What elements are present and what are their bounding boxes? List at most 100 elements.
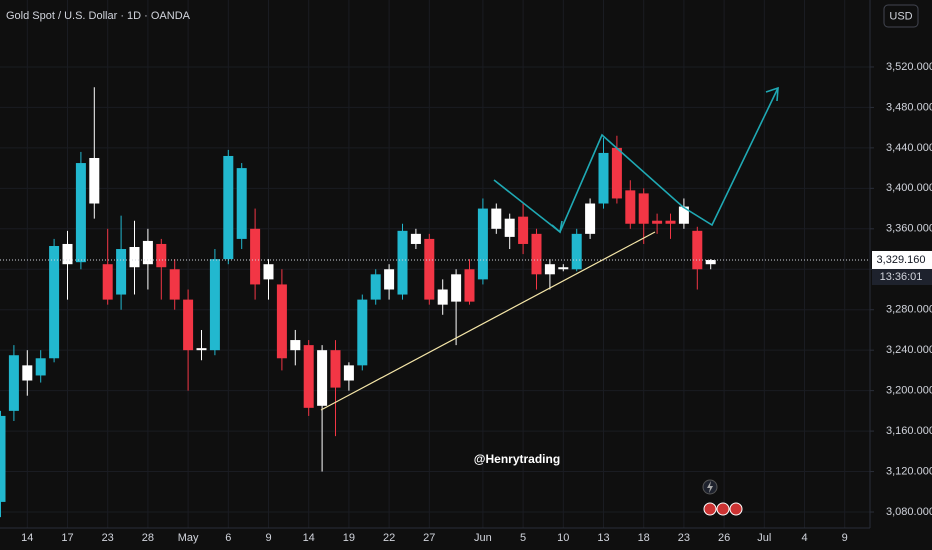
icon[interactable] (703, 502, 717, 516)
candle-body (544, 264, 555, 275)
y-tick-label: 3,120.000 (886, 465, 932, 477)
watermark: @Henrytrading (474, 452, 560, 466)
candle-body (343, 365, 354, 381)
candle-body (558, 267, 569, 270)
y-tick-label: 3,400.000 (886, 182, 932, 194)
x-tick-label: 13 (597, 532, 609, 544)
candle-body (598, 152, 609, 204)
arrow-head (765, 86, 779, 102)
candle-body (317, 350, 328, 406)
y-tick-label: 3,160.000 (886, 425, 932, 437)
candle-body (678, 206, 689, 224)
x-tick-label: 9 (842, 532, 848, 544)
x-tick-label: 28 (142, 532, 154, 544)
candle-body (330, 350, 341, 388)
x-tick-label: 10 (557, 532, 569, 544)
x-tick-label: 27 (423, 532, 435, 544)
last-price-box (872, 250, 932, 269)
candle-body (625, 190, 636, 224)
candle-body (116, 249, 127, 295)
candle-body (303, 345, 314, 408)
candle-body (62, 243, 73, 265)
candle-body (370, 274, 381, 300)
candle-body (223, 155, 234, 260)
candle-body (638, 193, 649, 224)
y-tick-label: 3,240.000 (886, 344, 932, 356)
x-tick-label: 4 (801, 532, 807, 544)
candle-body (35, 358, 46, 376)
candle-body (89, 157, 100, 204)
x-tick-label: 17 (61, 532, 73, 544)
candle-body (531, 233, 542, 275)
candle-body (705, 259, 716, 265)
candle-body (357, 299, 368, 366)
candle-body (8, 355, 19, 411)
candles (0, 87, 716, 518)
event-icons (702, 479, 743, 516)
x-tick-label: 22 (383, 532, 395, 544)
candle-body (156, 243, 167, 268)
candle-body (290, 340, 301, 351)
x-tick-label: 6 (225, 532, 231, 544)
icon[interactable] (729, 502, 743, 516)
candle-body (504, 218, 515, 237)
currency-button[interactable] (883, 4, 919, 28)
candle-body (129, 247, 140, 268)
chart-title: Gold Spot / U.S. Dollar · 1D · OANDA (6, 10, 191, 22)
candle-body (0, 415, 6, 502)
x-tick-label: May (178, 532, 199, 544)
candle-body (477, 208, 488, 280)
candle-body (384, 269, 395, 290)
countdown-box (872, 268, 932, 285)
candle-body (276, 284, 287, 359)
candle-body (571, 233, 582, 270)
y-tick-label: 3,520.000 (886, 61, 932, 73)
x-tick-label: 23 (678, 532, 690, 544)
y-tick-label: 3,360.000 (886, 223, 932, 235)
candle-body (652, 220, 663, 224)
x-tick-label: 9 (265, 532, 271, 544)
x-tick-label: Jun (474, 532, 492, 544)
candle-body (142, 240, 153, 265)
candle-body (491, 208, 502, 229)
candle-body (437, 289, 448, 305)
x-tick-label: 18 (638, 532, 650, 544)
candle-body (209, 259, 220, 351)
candle-body (518, 216, 529, 244)
candle-body (451, 274, 462, 302)
candle-body (585, 203, 596, 234)
last-price-label: 3,329.160 (877, 254, 926, 266)
candle-body (102, 264, 113, 300)
candle-body (424, 238, 435, 300)
y-tick-label: 3,200.000 (886, 385, 932, 397)
candle-body (410, 233, 421, 244)
icon-glyph (707, 481, 713, 493)
candle-body (464, 269, 475, 302)
candle-body (250, 228, 261, 285)
y-tick-label: 3,480.000 (886, 101, 932, 113)
candle-body (22, 365, 33, 381)
arrow-head (551, 220, 563, 234)
y-tick-label: 3,280.000 (886, 304, 932, 316)
candle-body (263, 264, 274, 280)
x-tick-label: 5 (520, 532, 526, 544)
currency: USD (889, 10, 912, 22)
countdown: 13:36:01 (880, 271, 923, 283)
candle-body (692, 230, 703, 270)
candle-body (183, 299, 194, 351)
trendline (320, 231, 656, 411)
candle-body (665, 220, 676, 224)
y-tick-label: 3,080.000 (886, 506, 932, 518)
candle-body (75, 163, 86, 263)
x-tick-label: 26 (718, 532, 730, 544)
candle-body (236, 168, 247, 239)
candle-body (49, 245, 60, 359)
x-tick-label: 19 (343, 532, 355, 544)
y-tick-label: 3,440.000 (886, 142, 932, 154)
axis-labels: 3,080.000 3,120.000 3,160.000 3,200.000 3,24… (21, 61, 932, 544)
projection-path (493, 87, 779, 234)
candle-body (611, 147, 622, 199)
icon[interactable] (716, 502, 730, 516)
candle-body (196, 348, 207, 351)
